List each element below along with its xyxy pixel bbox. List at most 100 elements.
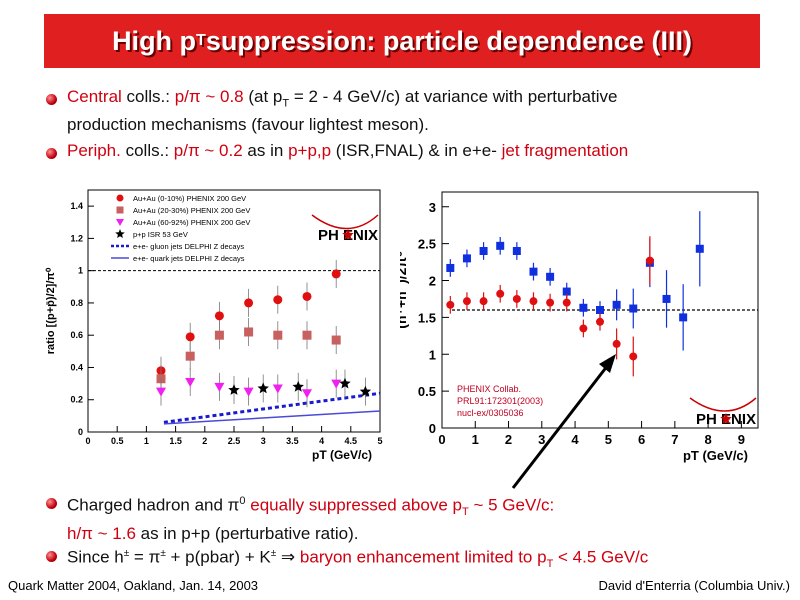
annotation-text: nucl-ex/0305036 [457, 408, 524, 418]
y-tick-label: 2 [429, 274, 436, 289]
bullet-icon [46, 551, 57, 562]
data-point [228, 384, 240, 395]
y-tick-label: 2.5 [418, 237, 436, 252]
data-point [679, 313, 688, 322]
x-tick-label: 3 [261, 436, 266, 446]
data-point [546, 298, 555, 307]
data-point [302, 291, 312, 301]
data-point [331, 269, 341, 279]
y-tick-label: 0.4 [70, 362, 83, 372]
title-text-rest: suppression: particle dependence (III) [205, 25, 692, 56]
data-point [529, 267, 538, 276]
series-line [163, 410, 381, 425]
data-point [479, 297, 488, 306]
x-tick-label: 4.5 [345, 436, 358, 446]
data-point [662, 294, 671, 303]
data-point [244, 298, 254, 308]
data-point [596, 317, 604, 326]
bullet-icon [46, 498, 57, 509]
data-point [462, 297, 471, 306]
data-point [244, 327, 254, 337]
x-tick-label: 4 [571, 432, 579, 447]
phenix-logo-arc [311, 214, 379, 230]
data-point [359, 385, 372, 397]
series-line [163, 391, 381, 424]
data-point [695, 244, 704, 253]
data-point [257, 382, 269, 394]
x-tick-label: 0 [438, 432, 445, 447]
x-tick-label: 4 [319, 436, 324, 446]
phenix-logo-arc [689, 397, 757, 412]
data-point [243, 387, 254, 397]
data-point [479, 247, 488, 255]
footer-left: Quark Matter 2004, Oakland, Jan. 14, 200… [8, 578, 259, 593]
x-tick-label: 7 [671, 432, 678, 447]
data-point [292, 380, 304, 392]
data-point [214, 330, 224, 340]
legend-entry: Au+Au (0-10%) PHENIX 200 GeV [133, 194, 246, 203]
legend-entry: e+e- quark jets DELPHI Z decays [133, 254, 245, 263]
y-tick-label: 1 [78, 266, 83, 276]
legend-marker [116, 219, 124, 226]
data-point [612, 300, 621, 309]
data-point [496, 241, 505, 250]
data-point [185, 332, 195, 342]
data-point [214, 311, 224, 321]
y-tick-label: 0 [429, 421, 436, 436]
legend-entry: Au+Au (60-92%) PHENIX 200 GeV [133, 218, 250, 227]
legend-entry: e+e- gluon jets DELPHI Z decays [133, 242, 244, 251]
x-tick-label: 5 [605, 432, 612, 447]
data-point [529, 297, 538, 306]
legend-marker [115, 229, 125, 238]
x-tick-label: 2 [202, 436, 207, 446]
data-point [185, 377, 196, 387]
data-point [579, 324, 588, 333]
x-tick-label: 3.5 [286, 436, 299, 446]
y-axis-label: (h⁺+h⁻)/2π⁰ [400, 251, 409, 329]
data-point [331, 379, 342, 389]
x-tick-label: 3 [538, 432, 545, 447]
data-point [214, 382, 225, 392]
annotation-text: PHENIX Collab. [457, 384, 521, 394]
bullet-3: Charged hadron and π0 equally suppressed… [67, 495, 555, 544]
x-axis-label: pT (GeV/c) [312, 448, 372, 462]
x-tick-label: 1 [144, 436, 149, 446]
data-point [629, 352, 638, 361]
legend-entry: Au+Au (20-30%) PHENIX 200 GeV [133, 206, 250, 215]
data-point [496, 289, 505, 298]
data-point [272, 384, 283, 394]
data-point [185, 351, 195, 361]
data-point [156, 387, 166, 397]
x-tick-label: 5 [377, 436, 382, 446]
y-tick-label: 0.6 [70, 330, 83, 340]
x-tick-label: 2 [505, 432, 512, 447]
data-point [562, 287, 571, 296]
title-sub: T [196, 32, 206, 49]
y-tick-label: 0.5 [418, 384, 436, 399]
right-chart: 0 1 2 3 4 5 6 7 8 9 0 0.5 1 1.5 2 2.5 3 (h⁺+h⁻)/2π⁰ pT (Ge… [400, 191, 759, 463]
x-tick-label: 0.5 [111, 436, 124, 446]
footer-right: David d'Enterria (Columbia Univ.) [598, 578, 790, 593]
y-tick-label: 1 [429, 347, 436, 362]
x-tick-label: 1 [472, 432, 479, 447]
bullet-icon [46, 148, 57, 159]
data-point [512, 247, 521, 255]
y-tick-label: 1.2 [70, 233, 83, 243]
data-point [596, 306, 604, 314]
data-point [562, 298, 571, 307]
y-tick-label: 0.8 [70, 298, 83, 308]
data-point [273, 295, 283, 305]
y-tick-label: 3 [429, 200, 436, 215]
x-tick-label: 6 [638, 432, 645, 447]
x-tick-label: 2.5 [228, 436, 241, 446]
x-tick-label: 8 [704, 432, 711, 447]
data-point [645, 256, 654, 265]
bullet-2: Periph. colls.: p/π ~ 0.2 as in p+p,p (I… [67, 141, 629, 160]
data-point [302, 330, 312, 340]
legend-marker [116, 206, 124, 214]
data-point [546, 272, 555, 281]
data-point [512, 294, 521, 303]
annotation-text: PRL91:172301(2003) [457, 396, 543, 406]
data-point [302, 389, 312, 399]
